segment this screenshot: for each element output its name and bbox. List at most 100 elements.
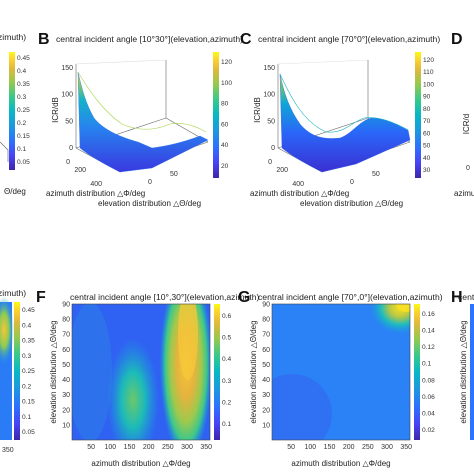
panel-e-colorbar-tick: 0.1 bbox=[22, 414, 31, 421]
panel-a-colorbar-tick: 0.1 bbox=[17, 146, 26, 153]
panel-e-colorbar-tick: 0.15 bbox=[22, 399, 35, 406]
panel-b-colorbar bbox=[213, 52, 219, 178]
panel-e-colorbar-ticks: 0.45 0.4 0.35 0.3 0.25 0.2 0.15 0.1 0.05 bbox=[22, 307, 35, 436]
panel-g-x-tick: 50 bbox=[287, 444, 295, 451]
panel-c-colorbar bbox=[415, 52, 421, 178]
panel-f-x-tick: 300 bbox=[181, 444, 193, 451]
panel-g-frame bbox=[271, 303, 411, 441]
panel-f-x-tick: 50 bbox=[87, 444, 95, 451]
panel-c-title: central incident angle [70°0°](elevation… bbox=[258, 34, 440, 44]
panel-e-colorbar-tick: 0.2 bbox=[22, 383, 31, 390]
panel-b-colorbar-tick: 120 bbox=[221, 59, 232, 66]
panel-a-colorbar bbox=[9, 52, 15, 170]
panel-g-ticks: 50 100 150 200 250 300 350 10 20 30 40 50 60 70 80 90 bbox=[262, 302, 412, 452]
panel-g-plot bbox=[272, 304, 410, 440]
panel-b-y-tick-1: 50 bbox=[170, 171, 178, 178]
panel-c-x-tick-2: 400 bbox=[292, 181, 304, 188]
panel-g-colorbar-tick: 0.04 bbox=[422, 410, 435, 417]
panel-c-surface bbox=[279, 73, 411, 173]
panel-b-ylabel: elevation distribution △Θ/deg bbox=[98, 199, 201, 208]
panel-c-ridge bbox=[279, 73, 409, 133]
panel-h-ylabel: elevation distribution △Θ/deg bbox=[459, 320, 468, 423]
panel-f-colorbar-tick: 0.2 bbox=[222, 399, 231, 406]
panel-g-colorbar-ticks: 0.16 0.14 0.12 0.1 0.08 0.06 0.04 0.02 bbox=[422, 311, 435, 434]
panel-g-x-tick: 350 bbox=[400, 444, 412, 451]
panel-e-partial: zimuth) 0.45 0.4 0.35 0.3 0.25 0.2 0.15 0.1 0.05… bbox=[0, 288, 35, 454]
panel-f-y-tick: 70 bbox=[62, 332, 70, 339]
panel-b-x-tick-1: 200 bbox=[74, 167, 86, 174]
panel-g-y-tick: 40 bbox=[262, 377, 270, 384]
panel-f-y-tick: 60 bbox=[62, 347, 70, 354]
panel-f-y-tick: 50 bbox=[62, 362, 70, 369]
panel-b-z-tick: 150 bbox=[61, 65, 73, 72]
panel-c-zlabel: ICR/dB bbox=[253, 97, 262, 123]
panel-f-title: central incident angle [10°,30°](elevati… bbox=[70, 292, 259, 302]
panel-a-colorbar-ticks: 0.45 0.4 0.35 0.3 0.25 0.2 0.15 0.1 0.05 bbox=[17, 55, 30, 166]
panel-f-colorbar-ticks: 0.6 0.5 0.4 0.3 0.2 0.1 bbox=[222, 313, 231, 428]
panel-b-z-tick: 100 bbox=[61, 92, 73, 99]
panel-e-hotspot bbox=[0, 296, 14, 364]
panel-f-ylabel: elevation distribution △Θ/deg bbox=[49, 320, 58, 423]
panel-f-colorbar-tick: 0.5 bbox=[222, 335, 231, 342]
panel-f-plot bbox=[72, 304, 210, 440]
panel-e-colorbar-tick: 0.4 bbox=[22, 322, 31, 329]
panel-b-y-tick-0: 0 bbox=[148, 179, 152, 186]
panel-g-colorbar-tick: 0.1 bbox=[422, 361, 431, 368]
panel-c-colorbar-tick: 60 bbox=[423, 130, 431, 137]
panel-b-colorbar-tick: 40 bbox=[221, 142, 229, 149]
panel-f-letter: F bbox=[36, 289, 46, 306]
panel-g-colorbar-tick: 0.14 bbox=[422, 328, 435, 335]
panel-f-y-tick: 40 bbox=[62, 377, 70, 384]
panel-c-z-ticks: 0 50 100 150 bbox=[263, 65, 275, 152]
panel-c-colorbar-tick: 80 bbox=[423, 106, 431, 113]
panel-c-colorbar-ticks: 120 110 100 90 80 70 60 50 40 30 bbox=[423, 57, 434, 174]
panel-h-heatmap-edge bbox=[470, 304, 474, 440]
panel-c-xlabel: azimuth distribution △Φ/deg bbox=[250, 189, 349, 198]
panel-b-x-tick-0: 0 bbox=[66, 159, 70, 166]
panel-f-colorbar-tick: 0.1 bbox=[222, 421, 231, 428]
panel-c-letter: C bbox=[240, 31, 252, 48]
panel-f-x-tick: 100 bbox=[104, 444, 116, 451]
panel-c-z-tick: 50 bbox=[267, 118, 275, 125]
panel-g-xlabel: azimuth distribution △Φ/deg bbox=[291, 459, 390, 468]
panel-d-zlabel-fragment: ICR/d bbox=[462, 114, 471, 134]
panel-g-ylabel: elevation distribution △Θ/deg bbox=[249, 320, 258, 423]
panel-g-x-tick: 250 bbox=[362, 444, 374, 451]
panel-c-z-tick: 0 bbox=[271, 145, 275, 152]
panel-f-y-tick: 20 bbox=[62, 407, 70, 414]
panel-g-x-tick: 300 bbox=[381, 444, 393, 451]
panel-a-colorbar-tick: 0.35 bbox=[17, 81, 30, 88]
panel-d-partial: D ICR/d 0 azimu bbox=[451, 31, 474, 198]
panel-a-colorbar-tick: 0.45 bbox=[17, 55, 30, 62]
panel-f-y-tick: 80 bbox=[62, 317, 70, 324]
panel-c-z-tick: 100 bbox=[263, 92, 275, 99]
panel-f-frame bbox=[71, 303, 211, 441]
panel-a-colorbar-tick: 0.4 bbox=[17, 68, 26, 75]
panel-b-zlabel: ICR/dB bbox=[51, 97, 60, 123]
panel-f-colorbar-tick: 0.4 bbox=[222, 356, 231, 363]
panel-b-colorbar-tick: 60 bbox=[221, 121, 229, 128]
panel-g-colorbar-tick: 0.08 bbox=[422, 377, 435, 384]
panel-b-colorbar-ticks: 120 100 80 60 40 20 bbox=[221, 59, 232, 170]
panel-a-colorbar-tick: 0.3 bbox=[17, 94, 26, 101]
panel-g-colorbar-tick: 0.06 bbox=[422, 394, 435, 401]
panel-g-y-tick: 30 bbox=[262, 392, 270, 399]
panel-d-axis-fragment: azimu bbox=[454, 189, 474, 198]
panel-c-colorbar-tick: 40 bbox=[423, 155, 431, 162]
panel-b-z-tick: 0 bbox=[69, 145, 73, 152]
panel-f-colorbar-tick: 0.3 bbox=[222, 378, 231, 385]
panel-c-y-tick-0: 0 bbox=[350, 179, 354, 186]
panel-g-y-tick: 10 bbox=[262, 422, 270, 429]
panel-c-x-tick-1: 200 bbox=[276, 167, 288, 174]
panel-a-colorbar-tick: 0.2 bbox=[17, 120, 26, 127]
panel-g-y-tick: 70 bbox=[262, 332, 270, 339]
panel-e-colorbar bbox=[14, 302, 20, 440]
panel-g-title: central incident angle [70°,0°](elevatio… bbox=[258, 292, 443, 302]
panel-a-axis-edge bbox=[0, 141, 9, 162]
panel-c-ylabel: elevation distribution △Θ/deg bbox=[300, 199, 403, 208]
panel-h-partial: H centr elevation distribution △Θ/deg bbox=[451, 289, 474, 440]
panel-a-partial: zimuth) 0.45 0.4 0.35 0.3 0.25 0.2 0.15 0.1 0.05… bbox=[0, 32, 30, 196]
panel-c-colorbar-tick: 50 bbox=[423, 143, 431, 150]
panel-c-colorbar-tick: 70 bbox=[423, 118, 431, 125]
panel-f-x-tick: 350 bbox=[200, 444, 212, 451]
